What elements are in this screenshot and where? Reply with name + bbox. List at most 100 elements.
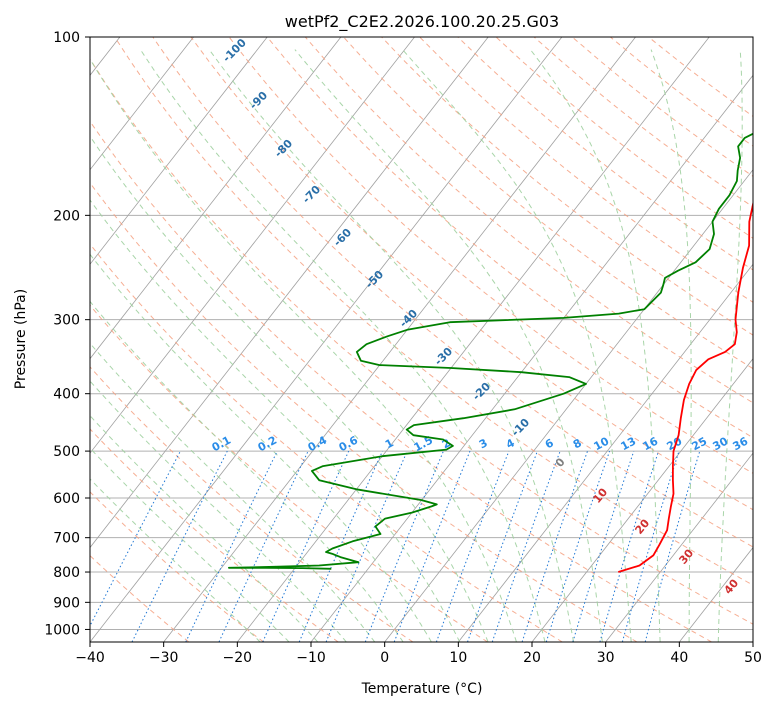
dry-adiabat-line [90,120,712,642]
mixing-ratio-line [435,450,510,642]
dry-adiabat-line [419,37,753,303]
dry-adiabat-label: -70 [300,183,323,206]
moist-adiabat-label: 0 [553,455,568,469]
moist-adiabat-line [90,342,376,642]
dry-adiabat-line [495,37,753,239]
mixing-ratio-label: 16 [641,434,661,453]
moist-adiabat-line [90,253,432,642]
chart-title: wetPf2_C2E2.2026.100.20.25.G03 [285,12,559,32]
x-tick-label: 20 [523,650,541,666]
moist-adiabat-line [90,58,517,642]
dry-adiabat-line [343,37,753,370]
moist-adiabat-line [650,49,692,642]
moist-adiabat-line [208,49,575,642]
isotherm-line [384,169,753,642]
moist-adiabat-label: 20 [632,516,652,536]
dry-adiabat-line [190,37,753,511]
dry-adiabat-label: -90 [247,89,270,112]
mixing-ratio-label: 36 [731,434,751,453]
moist-adiabat-line [90,300,404,642]
dry-adiabat-line [114,37,753,586]
mixing-ratio-line [185,450,278,642]
isotherm-line [90,37,415,454]
x-tick-label: 40 [670,650,688,666]
mixing-ratio-line [131,450,228,642]
temperature-profile [618,200,753,573]
mixing-ratio-line [218,450,309,642]
mixing-ratio-label: 10 [592,434,612,453]
dry-adiabat-line [533,37,753,208]
y-tick-label: 200 [53,208,80,224]
moist-adiabat-label: 10 [590,485,610,505]
mixing-ratio-label: 8 [571,436,584,451]
dry-adiabat-line [381,37,753,336]
isotherm-line [752,641,753,642]
dry-adiabat-line [228,37,753,474]
dry-adiabat-line [90,304,488,642]
dry-adiabat-label: -20 [470,380,493,403]
mixing-ratio-line [545,450,611,642]
dry-adiabat-line [90,491,264,642]
y-tick-label: 900 [53,595,80,611]
mixing-ratio-line [621,450,680,642]
mixing-ratio-line [364,450,444,642]
moist-adiabat-line [530,49,661,642]
dry-adiabat-line [90,366,414,642]
mixing-ratio-line [90,450,181,628]
mixing-ratio-line [467,450,538,642]
isotherm-line [458,263,753,642]
dry-adiabat-line [90,554,190,642]
mixing-ratio-label: 30 [711,434,731,453]
dry-adiabat-label: -80 [272,137,295,160]
isotherm-line [90,37,342,360]
x-tick-label: 0 [380,650,389,666]
isotherm-line [605,452,753,642]
moist-adiabat-line [90,478,261,642]
mixing-ratio-label: 20 [665,434,685,453]
y-tick-label: 800 [53,565,80,581]
y-tick-label: 300 [53,313,80,329]
y-tick-label: 600 [53,491,80,507]
isotherm-line [90,37,194,171]
y-tick-label: 500 [53,444,80,460]
x-tick-label: −10 [296,650,326,666]
dry-adiabat-line [457,37,753,271]
moist-adiabat-line [294,49,603,642]
moist-adiabat-line [90,199,461,642]
mixing-ratio-line [262,450,350,642]
moist-adiabat-line [402,49,632,642]
moist-adiabat-label: 30 [676,546,696,566]
dry-adiabat-label: -100 [220,36,249,65]
mixing-ratio-line [572,450,635,642]
plot-frame [89,36,754,643]
dry-adiabat-line [90,58,753,625]
x-tick-label: 10 [449,650,467,666]
y-tick-label: 700 [53,531,80,547]
dry-adiabat-line [304,37,753,404]
y-tick-label: 100 [53,30,80,46]
dry-adiabat-label: -30 [432,345,455,368]
y-tick-label: 400 [53,387,80,403]
moist-adiabat-line [90,135,489,642]
dewpoint-profile [228,132,753,570]
y-tick-label: 1000 [44,622,80,638]
moist-adiabat-line [139,49,546,642]
x-tick-label: 30 [597,650,615,666]
mixing-ratio-line [644,450,701,642]
isotherm-line [90,37,489,549]
mixing-ratio-line [521,450,588,642]
x-tick-label: 50 [744,650,762,666]
moist-adiabat-label: 40 [721,576,741,596]
mixing-ratio-label: 3 [477,436,490,451]
moist-adiabat-line [717,49,743,642]
dry-adiabat-line [90,181,638,642]
isotherm-line [237,37,710,642]
moist-adiabat-line [90,380,347,642]
isotherm-line [90,37,268,265]
isotherm-line [310,74,753,642]
dry-adiabat-line [152,37,753,548]
x-tick-label: −20 [223,650,253,666]
mixing-ratio-line [393,450,471,642]
mixing-ratio-label: 1 [383,436,396,451]
